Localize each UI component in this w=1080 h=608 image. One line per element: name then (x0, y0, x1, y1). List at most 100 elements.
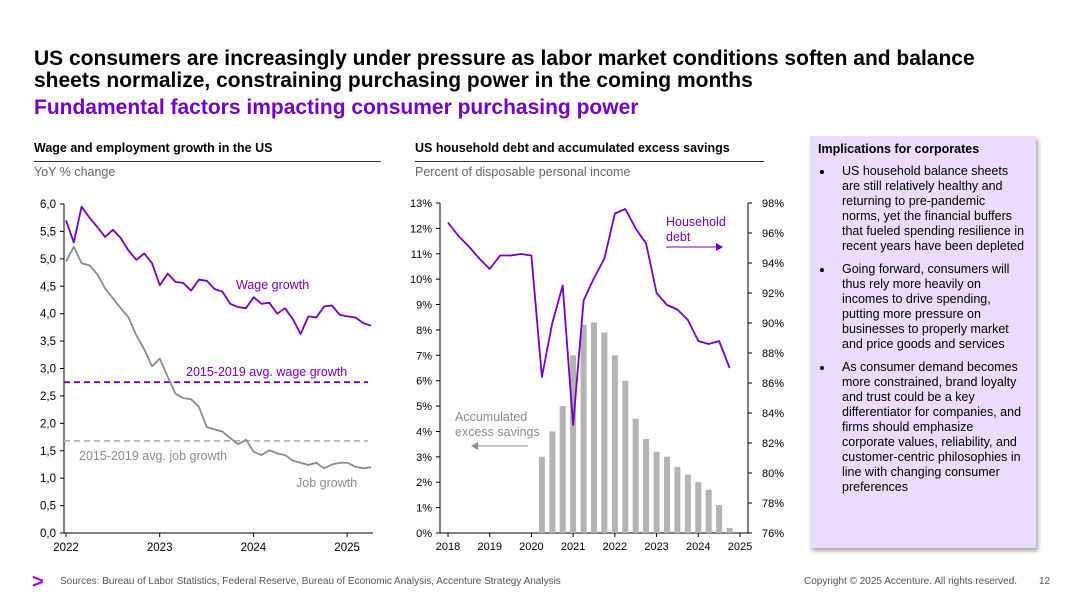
x-tick-label: 2021 (561, 541, 585, 553)
right-tick-label: 90% (762, 318, 784, 330)
accenture-logo: > (32, 571, 44, 593)
savings-bar (591, 322, 597, 533)
left-tick-label: 4% (416, 426, 432, 438)
left-tick-label: 8% (416, 325, 432, 337)
savings-bar (538, 456, 545, 533)
x-tick-label: 2024 (686, 541, 710, 553)
savings-bar (559, 406, 566, 533)
y-tick-label: 5,0 (40, 254, 56, 266)
implication-bullet: As consumer demand becomes more constrai… (834, 360, 1026, 495)
avg-wage-growth-label: 2015-2019 avg. wage growth (186, 365, 347, 379)
household-debt-line (447, 208, 731, 426)
y-tick-label: 2,0 (40, 418, 56, 430)
y-tick-label: 1,0 (40, 473, 56, 485)
right-tick-label: 78% (762, 498, 784, 510)
y-tick-label: 4,0 (40, 309, 56, 321)
avg-job-growth-label: 2015-2019 avg. job growth (79, 449, 227, 463)
y-tick-label: 0,0 (40, 528, 56, 540)
left-tick-label: 6% (416, 376, 432, 388)
x-tick-label: 2023 (147, 542, 173, 554)
household-debt-label-2: debt (666, 230, 691, 244)
left-tick-label: 9% (416, 300, 432, 312)
right-tick-label: 76% (762, 528, 784, 540)
page-title: US consumers are increasingly under pres… (34, 47, 975, 92)
right-tick-label: 94% (762, 258, 784, 270)
left-tick-label: 3% (416, 452, 432, 464)
right-tick-label: 92% (762, 288, 784, 300)
implications-title: Implications for corporates (818, 142, 980, 156)
y-tick-label: 6,0 (40, 199, 56, 211)
x-tick-label: 2024 (241, 542, 267, 554)
chart1-title: Wage and employment growth in the US (34, 141, 381, 162)
page-subtitle: Fundamental factors impacting consumer p… (34, 96, 639, 119)
savings-bar (695, 482, 702, 533)
right-tick-label: 96% (762, 228, 784, 240)
right-tick-label: 84% (762, 408, 784, 420)
x-tick-label: 2025 (334, 542, 360, 554)
x-tick-label: 2025 (728, 541, 752, 553)
copyright-text: Copyright © 2025 Accenture. All rights r… (804, 576, 1018, 587)
y-tick-label: 3,0 (40, 364, 56, 376)
savings-arrowhead (471, 442, 478, 450)
left-tick-label: 2% (416, 477, 432, 489)
savings-bar (705, 489, 712, 533)
savings-label-2: excess savings (455, 425, 540, 439)
left-tick-label: 5% (416, 401, 432, 413)
y-tick-label: 1,5 (40, 446, 56, 458)
implications-list: US household balance sheets are still re… (818, 164, 1026, 495)
y-tick-label: 4,5 (40, 281, 56, 293)
savings-bar (643, 439, 650, 533)
savings-bar (716, 505, 723, 533)
savings-label-1: Accumulated (455, 410, 527, 424)
x-tick-label: 2023 (644, 541, 668, 553)
household-debt-arrowhead (716, 243, 723, 251)
savings-bar (632, 418, 639, 533)
wage-employment-chart: 0,0 0,5 1,0 1,5 2,0 2,5 3,0 3,5 4,0 4,5 5,0 5,5 6,0 2… (40, 199, 373, 554)
y-tick-label: 3,5 (40, 336, 56, 348)
chart2-title: US household debt and accumulated excess… (415, 141, 764, 162)
left-tick-label: 10% (410, 274, 432, 286)
savings-bar (549, 431, 556, 533)
x-tick-label: 2022 (603, 541, 627, 553)
right-tick-label: 86% (762, 378, 784, 390)
chart1-unit: YoY % change (34, 165, 116, 179)
wage-growth-line (65, 205, 372, 335)
left-tick-label: 0% (416, 528, 432, 540)
y-tick-label: 2,5 (40, 391, 56, 403)
savings-bar (611, 355, 618, 533)
savings-bar (674, 467, 681, 533)
x-tick-label: 2022 (53, 542, 79, 554)
right-tick-label: 98% (762, 198, 784, 210)
savings-bar (601, 332, 608, 533)
left-tick-label: 13% (410, 198, 432, 210)
wage-growth-label: Wage growth (236, 278, 309, 292)
implication-bullet: Going forward, consumers will thus rely … (834, 262, 1026, 352)
right-tick-label: 80% (762, 468, 784, 480)
savings-bar (580, 324, 587, 533)
savings-bar (570, 355, 577, 533)
implications-panel: Implications for corporates US household… (810, 136, 1036, 548)
job-growth-label: Job growth (296, 476, 357, 490)
y-tick-label: 5,5 (40, 226, 56, 238)
household-debt-label-1: Household (666, 215, 726, 229)
x-tick-label: 2019 (477, 541, 501, 553)
left-tick-label: 7% (416, 350, 432, 362)
chart2-unit: Percent of disposable personal income (415, 165, 631, 179)
savings-bar (653, 451, 660, 533)
left-tick-label: 1% (416, 503, 432, 515)
savings-bar (622, 380, 629, 533)
page-number: 12 (1039, 576, 1051, 587)
left-tick-label: 11% (411, 249, 432, 261)
job-growth-line (65, 245, 372, 470)
x-tick-label: 2018 (436, 541, 460, 553)
savings-bar (726, 527, 733, 533)
right-tick-label: 82% (762, 438, 784, 450)
y-tick-label: 0,5 (40, 501, 56, 513)
right-tick-label: 88% (762, 348, 784, 360)
savings-bar (684, 474, 691, 533)
sources-text: Sources: Bureau of Labor Statistics, Fed… (60, 576, 561, 587)
x-tick-label: 2020 (519, 541, 543, 553)
savings-bar (664, 456, 670, 533)
implication-bullet: US household balance sheets are still re… (834, 164, 1026, 254)
left-tick-label: 12% (410, 223, 432, 235)
